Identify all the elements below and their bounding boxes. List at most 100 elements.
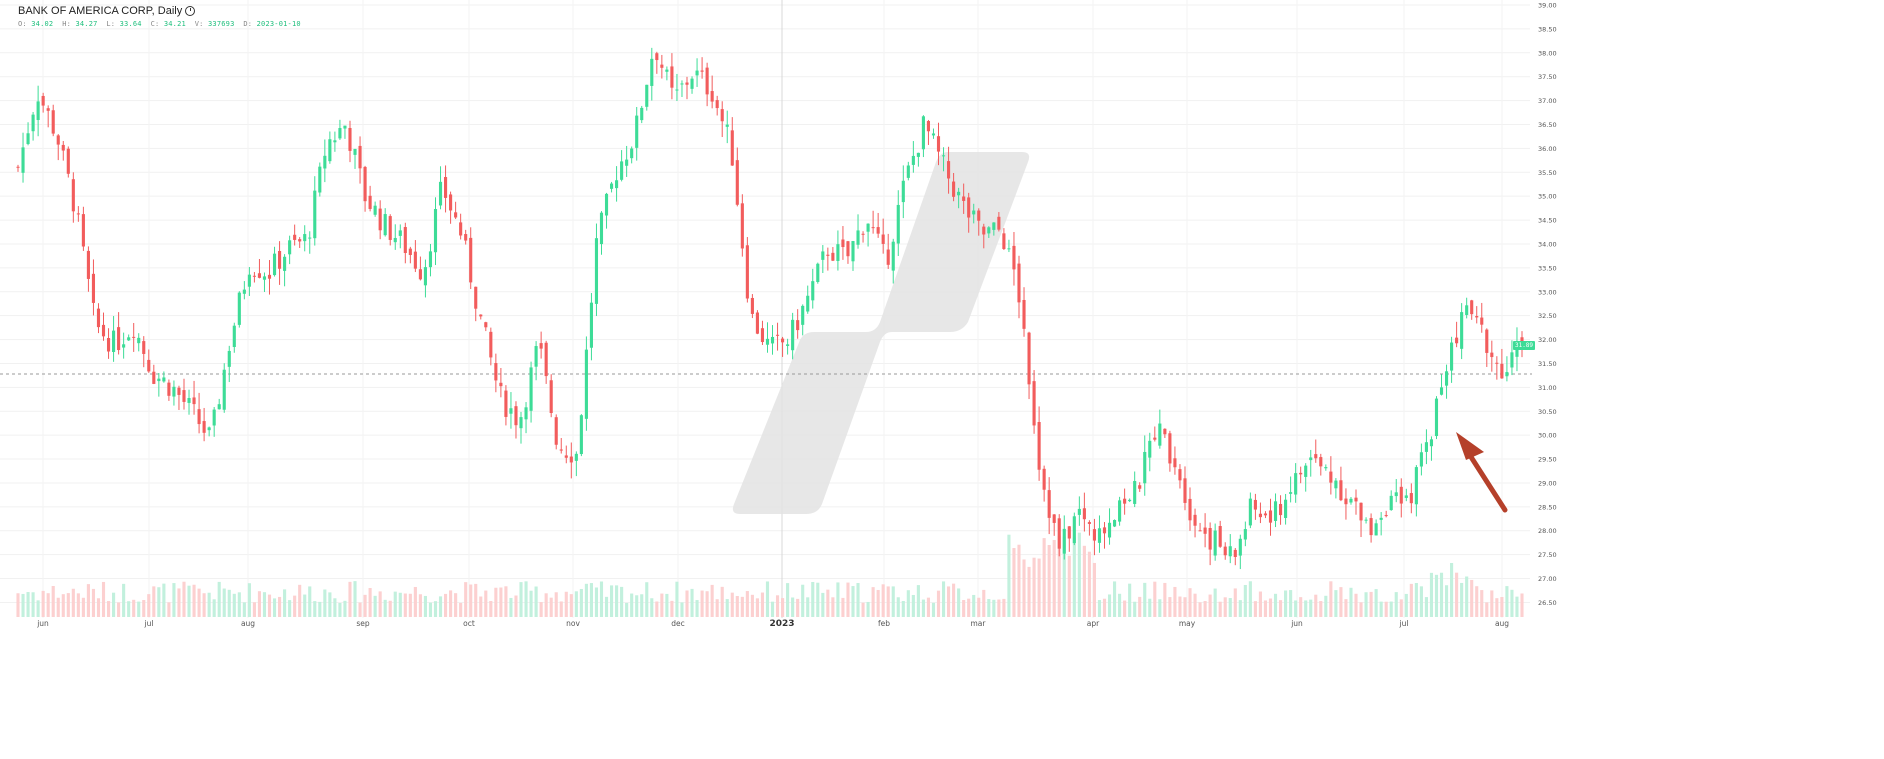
volume-bar bbox=[1394, 592, 1398, 617]
candle-body bbox=[791, 319, 795, 351]
volume-bar bbox=[1505, 586, 1509, 617]
time-axis: jun jul aug sep oct nov dec 2023 feb mar apr may jun… bbox=[36, 619, 1509, 629]
volume-bar bbox=[313, 601, 317, 617]
volume-bar bbox=[212, 599, 216, 617]
volume-bar bbox=[1480, 590, 1484, 617]
candle-body bbox=[469, 237, 473, 283]
volume-bar bbox=[1263, 600, 1268, 617]
candle-body bbox=[916, 152, 920, 157]
volume-bar bbox=[896, 597, 900, 617]
volume-bar bbox=[438, 596, 443, 617]
volume-bar bbox=[1107, 594, 1112, 617]
candle-body bbox=[544, 342, 548, 377]
volume-bar bbox=[443, 593, 448, 617]
volume-bar bbox=[418, 594, 422, 617]
candle-body bbox=[499, 382, 503, 387]
price-tick-label: 38.50 bbox=[1538, 25, 1557, 33]
candle-body bbox=[1324, 467, 1328, 469]
candle-body bbox=[1510, 352, 1514, 368]
volume-bar bbox=[936, 590, 941, 617]
candle-body bbox=[589, 302, 593, 348]
clock-icon[interactable] bbox=[185, 6, 196, 16]
candle-body bbox=[112, 330, 116, 353]
candle-body bbox=[891, 241, 895, 271]
volume-bar bbox=[1465, 576, 1469, 617]
candle-body bbox=[1258, 513, 1262, 518]
price-tick-label: 28.00 bbox=[1538, 527, 1557, 535]
volume-bar bbox=[242, 602, 246, 617]
candle-body bbox=[76, 213, 80, 215]
candle-body bbox=[1032, 381, 1036, 426]
volume-bar bbox=[247, 583, 251, 617]
volume-bar bbox=[1414, 582, 1418, 617]
volume-bar bbox=[620, 586, 624, 617]
volume-bar bbox=[891, 586, 895, 617]
volume-bar bbox=[423, 595, 427, 617]
candle-body bbox=[1067, 526, 1071, 539]
candle-body bbox=[705, 67, 709, 95]
candle-body bbox=[454, 212, 458, 218]
candle-body bbox=[1233, 549, 1237, 557]
candle-body bbox=[1480, 317, 1484, 325]
candle-body bbox=[187, 397, 191, 403]
volume-bar bbox=[137, 601, 141, 617]
candle-body bbox=[936, 136, 941, 152]
volume-bar bbox=[826, 589, 830, 617]
volume-bar bbox=[534, 586, 538, 617]
candle-body bbox=[217, 404, 221, 410]
candle-body bbox=[293, 234, 297, 240]
candle-body bbox=[796, 320, 800, 331]
volume-bar bbox=[41, 590, 45, 617]
volume-bar bbox=[801, 584, 805, 617]
volume-bar bbox=[1253, 601, 1257, 617]
candle-body bbox=[534, 346, 538, 367]
volume-bar bbox=[997, 599, 1001, 617]
volume-bar bbox=[1062, 536, 1066, 617]
candle-body bbox=[1439, 387, 1444, 395]
volume-bar bbox=[504, 586, 508, 617]
volume-bar bbox=[604, 596, 609, 617]
candle-body bbox=[1273, 501, 1278, 521]
time-tick-label: aug bbox=[241, 619, 255, 628]
candle-body bbox=[433, 209, 438, 253]
volume-bar bbox=[433, 601, 438, 617]
volume-bar bbox=[906, 590, 910, 617]
volume-bar bbox=[499, 587, 503, 617]
high-key: H: bbox=[62, 20, 72, 28]
price-tick-label: 33.00 bbox=[1538, 288, 1557, 296]
low-value: 33.64 bbox=[119, 20, 142, 28]
candle-body bbox=[1394, 492, 1398, 497]
symbol-title[interactable]: BANK OF AMERICA CORP, Daily bbox=[18, 5, 301, 17]
volume-bar bbox=[323, 589, 327, 617]
candle-body bbox=[1344, 498, 1348, 505]
candle-body bbox=[1123, 498, 1127, 504]
time-tick-label: apr bbox=[1087, 619, 1100, 628]
candle-body bbox=[408, 248, 412, 255]
candle-body bbox=[1319, 457, 1323, 467]
volume-bar bbox=[303, 594, 307, 617]
candle-body bbox=[1314, 454, 1318, 459]
candles bbox=[16, 47, 1524, 570]
volume-bar bbox=[735, 596, 739, 617]
volume-bar bbox=[1278, 600, 1283, 617]
candle-body bbox=[1062, 528, 1066, 554]
volume-bar bbox=[1319, 601, 1323, 617]
candle-body bbox=[267, 274, 272, 279]
candle-body bbox=[700, 70, 704, 72]
candle-body bbox=[680, 83, 684, 85]
candle-body bbox=[298, 239, 302, 242]
candle-body bbox=[831, 252, 835, 261]
volume-bar bbox=[1248, 581, 1252, 617]
candle-body bbox=[846, 241, 850, 257]
volume-bar bbox=[187, 585, 191, 617]
candle-body bbox=[1037, 422, 1041, 470]
volume-bar bbox=[474, 583, 478, 617]
volume-bar bbox=[977, 597, 981, 617]
candle-body bbox=[760, 328, 765, 343]
candle-body bbox=[635, 115, 639, 148]
candle-body bbox=[871, 227, 875, 229]
volume-bar bbox=[1354, 593, 1358, 617]
volume-bar bbox=[1304, 600, 1308, 617]
volume-bar bbox=[1037, 558, 1041, 617]
